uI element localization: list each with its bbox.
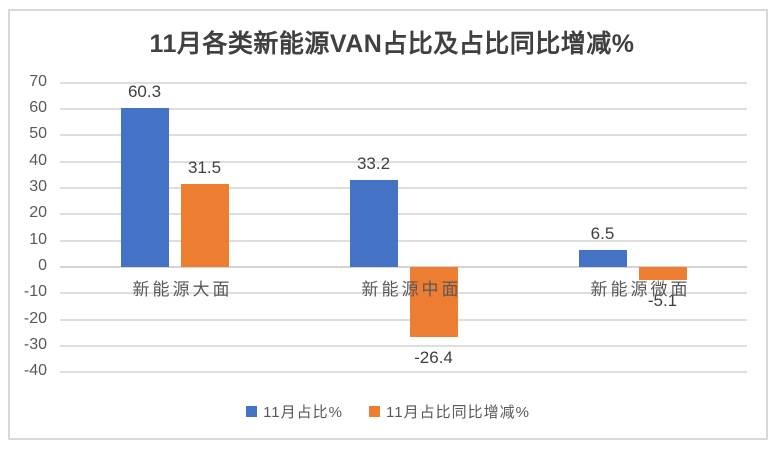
bar-value-label: 33.2 <box>356 153 391 173</box>
bar-value-label: -26.4 <box>414 347 453 367</box>
gridline <box>60 239 747 242</box>
gridline <box>60 213 747 216</box>
bar <box>180 183 229 267</box>
bar-value-label: 6.5 <box>590 223 615 243</box>
category-label: 新能源大面 <box>132 280 233 299</box>
y-axis-tick-label: -40 <box>23 362 47 380</box>
gridline <box>60 292 747 295</box>
y-axis-tick-label: 10 <box>29 230 47 248</box>
category-label: 新能源微面 <box>590 280 691 299</box>
gridline <box>60 107 747 110</box>
gridline <box>60 345 747 348</box>
y-axis-tick-label: 30 <box>29 177 47 195</box>
y-axis-tick-label: -20 <box>23 309 47 327</box>
gridline <box>60 318 747 321</box>
bar <box>638 267 687 281</box>
gridline <box>60 81 747 84</box>
bar <box>578 249 627 267</box>
bar <box>409 267 458 337</box>
bar-value-label: -5.1 <box>647 291 678 311</box>
legend-label: 11月占比同比增减% <box>386 404 530 421</box>
y-axis-tick-label: 0 <box>38 257 47 274</box>
chart-title: 11月各类新能源VAN占比及占比同比增减% <box>149 30 635 58</box>
gridline <box>60 371 747 374</box>
y-axis-tick-label: 60 <box>29 98 47 116</box>
category-label: 新能源中面 <box>361 280 462 299</box>
bar-value-label: 31.5 <box>187 157 222 177</box>
y-axis-tick-label: -10 <box>23 283 47 301</box>
legend-label: 11月占比% <box>263 404 343 421</box>
y-axis-tick-label: -30 <box>23 336 47 354</box>
legend-swatch <box>369 406 380 417</box>
y-axis-tick-label: 40 <box>29 151 47 169</box>
legend-item: 11月占比% <box>246 401 343 422</box>
legend-item: 11月占比同比增减% <box>369 401 530 422</box>
gridline <box>60 134 747 137</box>
bar-value-label: 60.3 <box>127 82 162 102</box>
gridline <box>60 186 747 189</box>
bar <box>120 108 169 267</box>
gridline <box>60 160 747 163</box>
y-axis-tick-label: 20 <box>29 204 47 222</box>
legend-swatch <box>246 406 258 417</box>
y-axis-tick-label: 70 <box>29 72 47 90</box>
gridline <box>60 266 747 268</box>
bar <box>349 179 398 267</box>
legend: 11月占比% 11月占比同比增减% <box>10 401 766 422</box>
y-axis-tick-label: 50 <box>29 125 47 143</box>
